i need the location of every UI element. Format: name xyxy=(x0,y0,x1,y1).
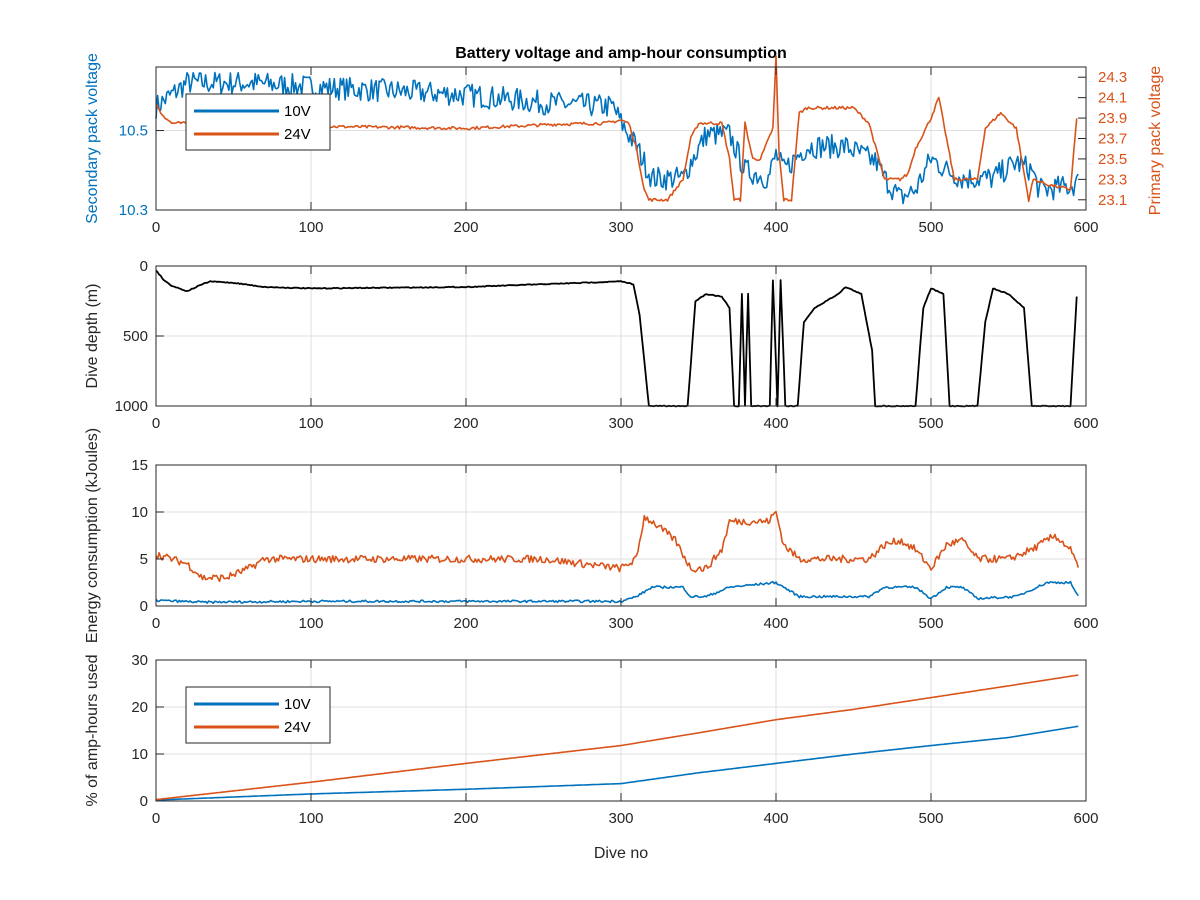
x-tick-label: 600 xyxy=(1073,219,1098,236)
legend-label-24V: 24V xyxy=(284,719,311,736)
x-tick-label: 400 xyxy=(763,810,788,827)
x-tick-label: 400 xyxy=(763,615,788,632)
x-tick-label: 100 xyxy=(298,219,323,236)
x-tick-label: 200 xyxy=(453,615,478,632)
y-tick-label: 10.3 xyxy=(119,202,148,219)
x-tick-label: 0 xyxy=(152,810,160,827)
x-tick-label: 600 xyxy=(1073,415,1098,432)
x-axis-label: Dive no xyxy=(594,845,648,862)
y-tick-label: 10.5 xyxy=(119,123,148,140)
x-tick-label: 200 xyxy=(453,415,478,432)
x-tick-label: 600 xyxy=(1073,615,1098,632)
x-tick-label: 500 xyxy=(918,415,943,432)
x-tick-label: 500 xyxy=(918,219,943,236)
y-tick-label: 0 xyxy=(140,793,148,810)
x-tick-label: 200 xyxy=(453,219,478,236)
y2-tick-label: 24.1 xyxy=(1098,90,1127,107)
y-axis-label: Secondary pack voltage xyxy=(84,53,101,224)
panel-3: 0 100 200 300 400 500 600 0 5 10 15 Energy consumpt… xyxy=(84,428,1099,643)
x-tick-label: 500 xyxy=(918,615,943,632)
y-tick-label: 10 xyxy=(131,746,148,763)
x-tick-label: 0 xyxy=(152,615,160,632)
x-tick-label: 300 xyxy=(608,615,633,632)
y-tick-label: 10 xyxy=(131,504,148,521)
y-axis-label: Dive depth (m) xyxy=(84,284,101,389)
x-tick-label: 100 xyxy=(298,415,323,432)
x-tick-label: 100 xyxy=(298,615,323,632)
y-axis-label: % of amp-hours used xyxy=(84,654,101,806)
legend-label-24V: 24V xyxy=(284,126,311,143)
x-tick-label: 300 xyxy=(608,219,633,236)
x-tick-label: 0 xyxy=(152,415,160,432)
x-tick-label: 500 xyxy=(918,810,943,827)
series-line-24V xyxy=(155,510,1080,583)
y2-tick-label: 24.3 xyxy=(1098,69,1127,86)
y-tick-label: 1000 xyxy=(115,398,148,415)
panel-2: 0 100 200 300 400 500 600 0 500 1000 Dive depth (m… xyxy=(84,258,1099,432)
y2-tick-label: 23.7 xyxy=(1098,131,1127,148)
panel-4: 0 100 200 300 400 500 600 0 10 20 30 % of amp-hours… xyxy=(84,652,1099,827)
y2-tick-label: 23.9 xyxy=(1098,110,1127,127)
y-tick-label: 20 xyxy=(131,699,148,716)
x-tick-label: 300 xyxy=(608,415,633,432)
x-tick-label: 100 xyxy=(298,810,323,827)
x-tick-label: 400 xyxy=(763,219,788,236)
series-line-10V xyxy=(155,725,1079,801)
legend-box xyxy=(185,686,331,744)
y2-tick-label: 23.1 xyxy=(1098,192,1127,209)
panel-1: 0 100 200 300 400 500 600 10.3 10.5 Secondary pac… xyxy=(84,53,1164,236)
y-tick-label: 5 xyxy=(140,551,148,568)
y-axis-label: Energy consumption (kJoules) xyxy=(84,428,101,643)
x-tick-label: 600 xyxy=(1073,810,1098,827)
series-line-depth xyxy=(155,269,1078,408)
y2-tick-label: 23.5 xyxy=(1098,151,1127,168)
y-tick-label: 30 xyxy=(131,652,148,669)
x-tick-label: 400 xyxy=(763,415,788,432)
y-tick-label: 500 xyxy=(123,328,148,345)
series-line-10V xyxy=(155,580,1079,604)
x-tick-label: 300 xyxy=(608,810,633,827)
x-tick-label: 0 xyxy=(152,219,160,236)
legend-box xyxy=(185,93,331,151)
legend-label-10V: 10V xyxy=(284,696,311,713)
legend-label-10V: 10V xyxy=(284,103,311,120)
series-line-24V xyxy=(155,674,1079,801)
y-tick-label: 0 xyxy=(140,258,148,275)
y-tick-label: 0 xyxy=(140,598,148,615)
y2-axis-label: Primary pack voltage xyxy=(1147,66,1164,215)
y-tick-label: 15 xyxy=(131,457,148,474)
x-tick-label: 200 xyxy=(453,810,478,827)
figure-title: Battery voltage and amp-hour consumption xyxy=(455,45,787,62)
y2-tick-label: 23.3 xyxy=(1098,171,1127,188)
series-line-10V xyxy=(155,71,1079,205)
